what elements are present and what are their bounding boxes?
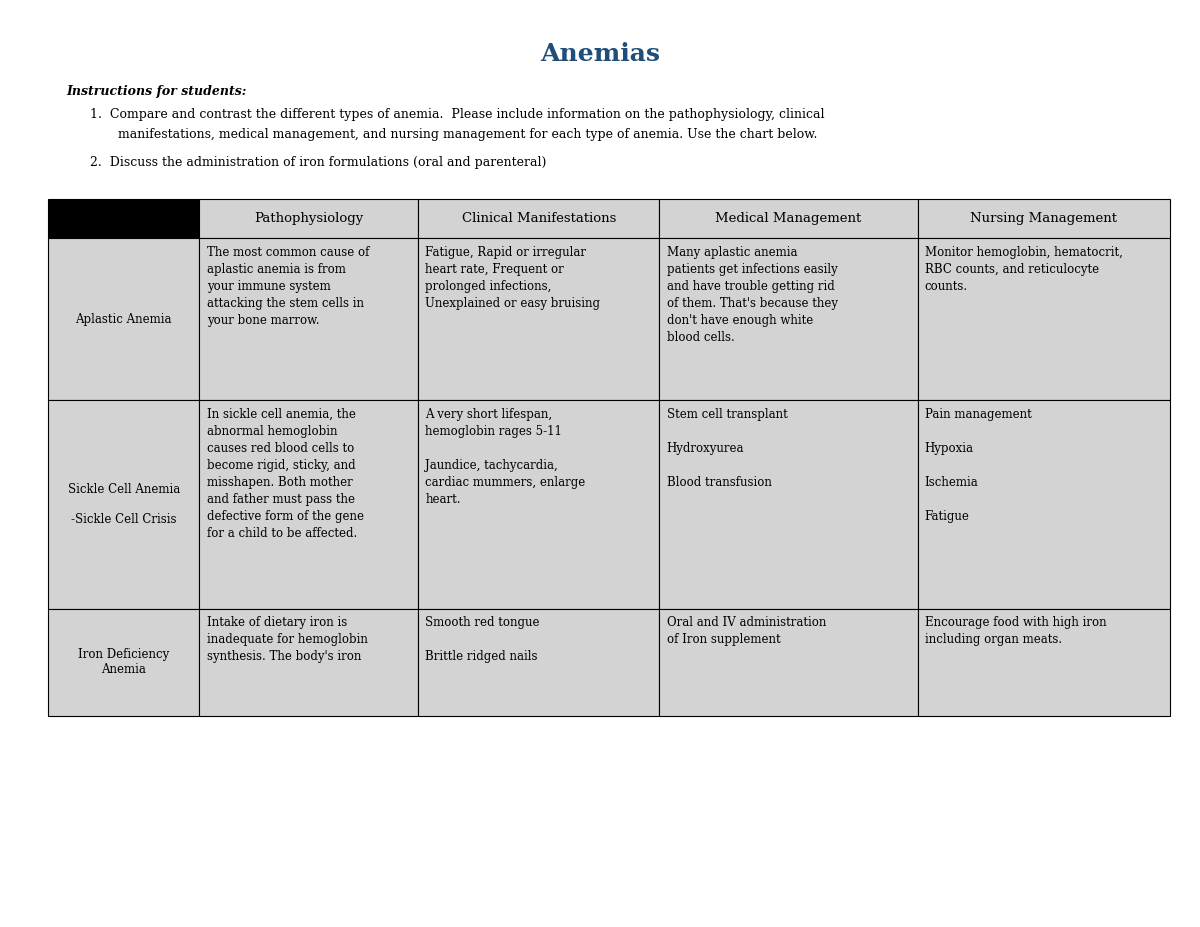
Bar [660, 238, 918, 400]
Text: Fatigue, Rapid or irregular
heart rate, Frequent or
prolonged infections,
Unexpl: Fatigue, Rapid or irregular heart rate, … [426, 246, 600, 310]
Bar [199, 238, 419, 400]
Text: Medical Management: Medical Management [715, 212, 862, 225]
Bar [48, 199, 199, 238]
Text: Pain management

Hypoxia

Ischemia

Fatigue: Pain management Hypoxia Ischemia Fatigue [925, 408, 1032, 523]
Text: The most common cause of
aplastic anemia is from
your immune system
attacking th: The most common cause of aplastic anemia… [206, 246, 370, 326]
Bar [660, 199, 918, 238]
Bar [199, 199, 419, 238]
Text: Aplastic Anemia: Aplastic Anemia [76, 312, 172, 326]
Text: Nursing Management: Nursing Management [971, 212, 1117, 225]
Bar [660, 609, 918, 716]
Text: 2.  Discuss the administration of iron formulations (oral and parenteral): 2. Discuss the administration of iron fo… [90, 157, 546, 170]
Bar [48, 400, 199, 609]
Text: Pathophysiology: Pathophysiology [254, 212, 364, 225]
Text: Sickle Cell Anemia

-Sickle Cell Crisis: Sickle Cell Anemia -Sickle Cell Crisis [67, 483, 180, 527]
Text: Monitor hemoglobin, hematocrit,
RBC counts, and reticulocyte
counts.: Monitor hemoglobin, hematocrit, RBC coun… [925, 246, 1123, 293]
Text: Oral and IV administration
of Iron supplement: Oral and IV administration of Iron suppl… [667, 616, 826, 646]
Text: Many aplastic anemia
patients get infections easily
and have trouble getting rid: Many aplastic anemia patients get infect… [667, 246, 838, 344]
Bar [419, 400, 660, 609]
Bar [918, 609, 1170, 716]
Bar [918, 199, 1170, 238]
Text: Encourage food with high iron
including organ meats.: Encourage food with high iron including … [925, 616, 1106, 646]
Text: Stem cell transplant

Hydroxyurea

Blood transfusion: Stem cell transplant Hydroxyurea Blood t… [667, 408, 787, 489]
Bar [199, 400, 419, 609]
Text: Smooth red tongue

Brittle ridged nails: Smooth red tongue Brittle ridged nails [426, 616, 540, 664]
Bar [419, 199, 660, 238]
Bar [918, 400, 1170, 609]
Bar [48, 609, 199, 716]
Bar [918, 238, 1170, 400]
Text: Iron Deficiency
Anemia: Iron Deficiency Anemia [78, 648, 169, 677]
Text: In sickle cell anemia, the
abnormal hemoglobin
causes red blood cells to
become : In sickle cell anemia, the abnormal hemo… [206, 408, 364, 540]
Bar [199, 609, 419, 716]
Text: manifestations, medical management, and nursing management for each type of anem: manifestations, medical management, and … [118, 128, 817, 141]
Bar [660, 400, 918, 609]
Text: Anemias: Anemias [540, 42, 660, 66]
Bar [419, 238, 660, 400]
Text: A very short lifespan,
hemoglobin rages 5-11

Jaundice, tachycardia,
cardiac mum: A very short lifespan, hemoglobin rages … [426, 408, 586, 506]
Text: Instructions for students:: Instructions for students: [66, 85, 246, 98]
Text: Clinical Manifestations: Clinical Manifestations [462, 212, 616, 225]
Bar [419, 609, 660, 716]
Text: Intake of dietary iron is
inadequate for hemoglobin
synthesis. The body's iron: Intake of dietary iron is inadequate for… [206, 616, 367, 664]
Text: 1.  Compare and contrast the different types of anemia.  Please include informat: 1. Compare and contrast the different ty… [90, 108, 824, 121]
Bar [48, 238, 199, 400]
